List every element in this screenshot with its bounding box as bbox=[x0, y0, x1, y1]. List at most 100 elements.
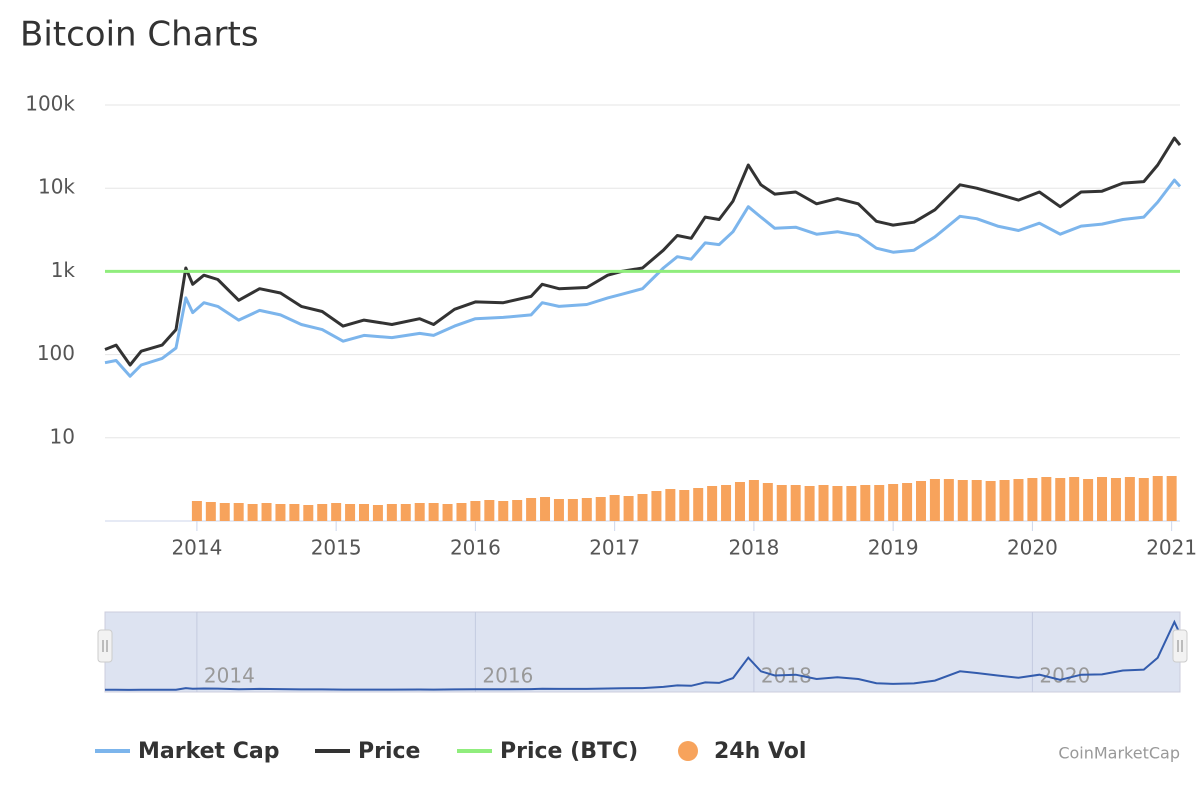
volume-bar bbox=[1166, 476, 1177, 521]
volume-bar bbox=[776, 485, 787, 521]
chart-title: Bitcoin Charts bbox=[20, 15, 259, 55]
volume-bar bbox=[623, 496, 634, 521]
volume-bar bbox=[567, 499, 578, 521]
volume-bar bbox=[748, 480, 759, 521]
volume-bar bbox=[595, 497, 606, 521]
x-tick-label: 2017 bbox=[589, 536, 640, 560]
volume-bar bbox=[359, 504, 370, 521]
volume-bar bbox=[345, 504, 356, 521]
volume-bar bbox=[790, 485, 801, 521]
navigator-handle[interactable] bbox=[97, 629, 113, 663]
y-tick-label: 10k bbox=[38, 175, 75, 199]
navigator-handle[interactable] bbox=[1172, 629, 1188, 663]
navigator-line bbox=[105, 619, 1181, 691]
volume-bar bbox=[818, 485, 829, 521]
volume-bar bbox=[205, 502, 216, 521]
volume-bar bbox=[275, 504, 286, 521]
volume-bar bbox=[874, 485, 885, 521]
volume-bar bbox=[261, 503, 272, 521]
volume-bar bbox=[609, 495, 620, 521]
x-tick-label: 2018 bbox=[728, 536, 779, 560]
volume-bar bbox=[860, 485, 871, 521]
x-tick-label: 2021 bbox=[1146, 536, 1197, 560]
volume-bar bbox=[832, 486, 843, 521]
x-tick-label: 2020 bbox=[1007, 536, 1058, 560]
volume-bar bbox=[428, 503, 439, 521]
y-tick-label: 10 bbox=[50, 424, 75, 448]
volume-bar bbox=[1027, 478, 1038, 521]
volume-bar bbox=[498, 501, 509, 521]
volume-bar bbox=[289, 504, 300, 521]
volume-bar bbox=[888, 484, 899, 521]
legend-label[interactable]: Market Cap bbox=[138, 739, 279, 764]
x-tick-label: 2015 bbox=[311, 536, 362, 560]
x-tick-label: 2019 bbox=[868, 536, 919, 560]
volume-bar bbox=[484, 500, 495, 521]
volume-bar bbox=[470, 501, 481, 521]
volume-bar bbox=[233, 503, 244, 521]
volume-bar bbox=[372, 505, 383, 521]
volume-bar bbox=[219, 503, 230, 521]
volume-bar bbox=[331, 503, 342, 521]
volume-bar bbox=[191, 501, 202, 521]
y-tick-label: 100 bbox=[37, 341, 75, 365]
volume-bar bbox=[1138, 478, 1149, 521]
volume-bar bbox=[707, 486, 718, 521]
x-tick-label: 2014 bbox=[171, 536, 222, 560]
volume-bar bbox=[581, 498, 592, 521]
volume-bar bbox=[1124, 477, 1135, 521]
volume-bar bbox=[386, 504, 397, 521]
volume-bar bbox=[651, 491, 662, 521]
volume-bar bbox=[804, 486, 815, 521]
volume-bar bbox=[693, 488, 704, 521]
series-line bbox=[104, 136, 1182, 367]
volume-bar bbox=[1013, 479, 1024, 521]
volume-bar bbox=[442, 504, 453, 521]
volume-bar bbox=[512, 500, 523, 521]
volume-bar bbox=[999, 480, 1010, 521]
volume-bar bbox=[971, 480, 982, 521]
navigator-tick-label: 2014 bbox=[204, 664, 255, 688]
x-tick-label: 2016 bbox=[450, 536, 501, 560]
volume-bar bbox=[1069, 477, 1080, 521]
volume-bar bbox=[943, 479, 954, 521]
volume-bar bbox=[1097, 477, 1108, 521]
volume-bar bbox=[1110, 478, 1121, 521]
volume-bar bbox=[1152, 476, 1163, 521]
navigator-handle-grip bbox=[1177, 640, 1183, 652]
series-line bbox=[104, 178, 1182, 378]
volume-bar bbox=[665, 489, 676, 521]
volume-bar bbox=[637, 494, 648, 521]
volume-bar bbox=[400, 504, 411, 521]
credit: CoinMarketCap bbox=[1058, 744, 1180, 763]
volume-bar bbox=[846, 486, 857, 521]
volume-bar bbox=[1041, 477, 1052, 521]
navigator-tick-label: 2016 bbox=[482, 664, 533, 688]
legend-label[interactable]: Price bbox=[358, 739, 420, 764]
y-tick-label: 1k bbox=[51, 258, 76, 282]
navigator-handle-grip bbox=[102, 640, 108, 652]
volume-bar bbox=[762, 483, 773, 521]
legend-label[interactable]: 24h Vol bbox=[714, 739, 806, 764]
legend-label[interactable]: Price (BTC) bbox=[500, 739, 638, 764]
volume-bar bbox=[902, 483, 913, 521]
volume-bar bbox=[734, 482, 745, 521]
volume-bar bbox=[957, 480, 968, 521]
volume-bar bbox=[1083, 479, 1094, 521]
volume-bar bbox=[247, 504, 258, 521]
navigator[interactable] bbox=[104, 611, 1181, 693]
volume-bar bbox=[929, 479, 940, 521]
y-tick-label: 100k bbox=[25, 92, 75, 116]
volume-bar bbox=[915, 481, 926, 521]
volume-bar bbox=[317, 504, 328, 521]
volume-bar bbox=[679, 490, 690, 521]
legend-symbol[interactable] bbox=[678, 741, 698, 761]
volume-bar bbox=[456, 503, 467, 521]
volume-bar bbox=[526, 498, 537, 521]
volume-bar bbox=[721, 485, 732, 521]
volume-bar bbox=[540, 497, 551, 521]
volume-bar bbox=[1055, 478, 1066, 521]
volume-bar bbox=[414, 503, 425, 521]
